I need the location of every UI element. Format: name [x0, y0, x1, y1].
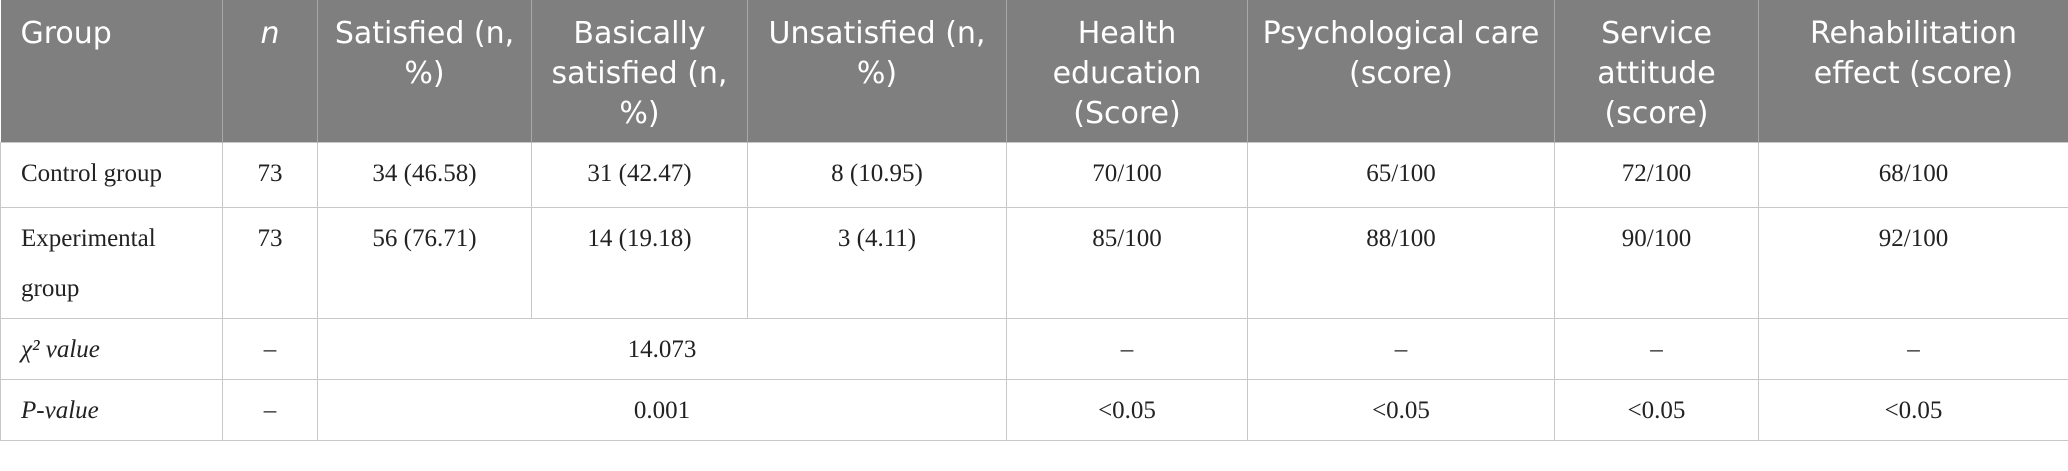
- row-label: P-value: [0, 379, 223, 441]
- table-cell: –: [1554, 318, 1759, 380]
- table-row: χ² value –14.073– – – –: [0, 318, 2068, 380]
- table-cell: 14.073: [317, 318, 1007, 380]
- table-cell: 92/100: [1758, 207, 2068, 319]
- table-cell: 3 (4.11): [747, 207, 1007, 319]
- table-cell: 72/100: [1554, 142, 1759, 208]
- table-cell: <0.05: [1006, 379, 1248, 441]
- header-cell: Psychological care (score): [1247, 0, 1555, 143]
- header-cell: Unsatisfied (n, %): [747, 0, 1007, 143]
- table-cell: –: [1006, 318, 1248, 380]
- table-cell: –: [1247, 318, 1555, 380]
- table-cell: 73: [222, 142, 318, 208]
- table-cell: 70/100: [1006, 142, 1248, 208]
- row-label: χ² value: [0, 318, 223, 380]
- table-cell: <0.05: [1554, 379, 1759, 441]
- table-row: Control group 73 34 (46.58) 31 (42.47) 8 (10…: [0, 142, 2068, 208]
- row-label: Experimental group: [0, 207, 223, 319]
- table-cell: 65/100: [1247, 142, 1555, 208]
- table-cell: 73: [222, 207, 318, 319]
- table-cell: 90/100: [1554, 207, 1759, 319]
- table-cell: 68/100: [1758, 142, 2068, 208]
- header-cell: Rehabilitation effect (score): [1758, 0, 2068, 143]
- table-cell: <0.05: [1247, 379, 1555, 441]
- header-cell: Group: [0, 0, 223, 143]
- table-cell: 31 (42.47): [531, 142, 748, 208]
- table-cell: –: [222, 379, 318, 441]
- table-cell: 34 (46.58): [317, 142, 532, 208]
- table-row: Experimental group 73 56 (76.71) 14 (19.18)…: [0, 207, 2068, 319]
- header-cell: n: [222, 0, 318, 143]
- header-cell: Basically satisfied (n, %): [531, 0, 748, 143]
- header-row: Group n Satisfied (n, %) Basically satisfie…: [0, 0, 2068, 143]
- table-cell: <0.05: [1758, 379, 2068, 441]
- header-cell: Health education (Score): [1006, 0, 1248, 143]
- table-cell: 56 (76.71): [317, 207, 532, 319]
- table-cell: 14 (19.18): [531, 207, 748, 319]
- table-row: P-value –0.001 <0.05 <0.05 <0.05 <0.05: [0, 379, 2068, 441]
- table-cell: 0.001: [317, 379, 1007, 441]
- table-cell: –: [1758, 318, 2068, 380]
- header-cell: Service attitude (score): [1554, 0, 1759, 143]
- table-cell: –: [222, 318, 318, 380]
- row-label: Control group: [0, 142, 223, 208]
- table-cell: 8 (10.95): [747, 142, 1007, 208]
- table-body: Control group 73 34 (46.58) 31 (42.47) 8 (10…: [0, 142, 2068, 441]
- results-table: Group n Satisfied (n, %) Basically satisfie…: [0, 0, 2068, 441]
- header-cell: Satisfied (n, %): [317, 0, 532, 143]
- table-cell: 85/100: [1006, 207, 1248, 319]
- table-cell: 88/100: [1247, 207, 1555, 319]
